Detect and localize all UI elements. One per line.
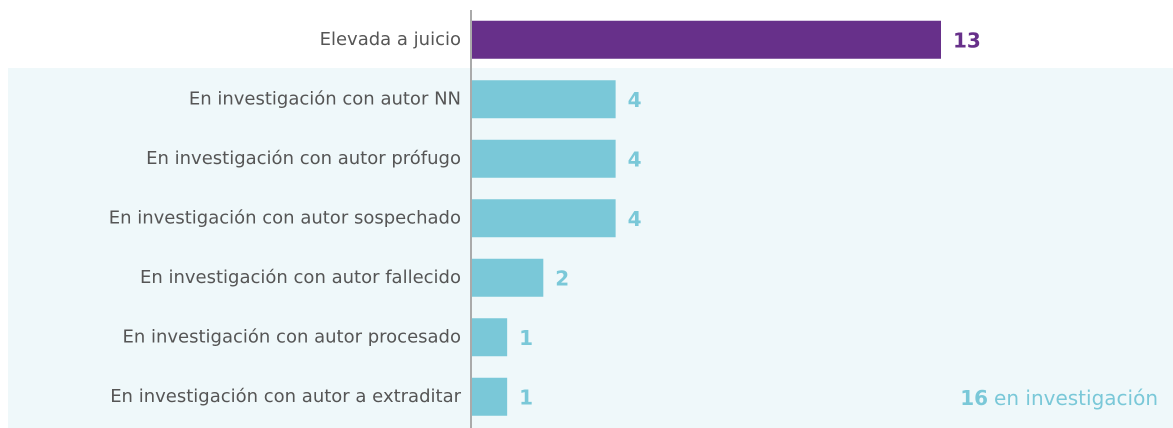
bar bbox=[471, 199, 616, 238]
category-label: En investigación con autor procesado bbox=[122, 326, 461, 347]
category-label: En investigación con autor fallecido bbox=[140, 267, 461, 288]
category-label: En investigación con autor a extraditar bbox=[110, 386, 461, 407]
annotation: 16 en investigación bbox=[960, 386, 1158, 410]
category-label: En investigación con autor prófugo bbox=[146, 148, 461, 169]
value-label: 13 bbox=[953, 28, 981, 52]
bar bbox=[471, 258, 544, 297]
value-label: 4 bbox=[628, 207, 642, 231]
category-label: Elevada a juicio bbox=[320, 29, 461, 50]
value-label: 1 bbox=[519, 326, 533, 350]
bar bbox=[471, 139, 616, 178]
bar bbox=[471, 377, 508, 416]
bar bbox=[471, 20, 941, 59]
category-label: En investigación con autor sospechado bbox=[109, 207, 461, 228]
bar bbox=[471, 318, 508, 357]
annotation-text: en investigación bbox=[994, 386, 1158, 410]
category-label: En investigación con autor NN bbox=[189, 88, 461, 109]
value-label: 4 bbox=[628, 88, 642, 112]
panel-background bbox=[8, 68, 1173, 428]
bar bbox=[471, 80, 616, 119]
value-label: 4 bbox=[628, 147, 642, 171]
value-label: 2 bbox=[555, 266, 569, 290]
value-label: 1 bbox=[519, 385, 533, 409]
annotation-value: 16 bbox=[960, 386, 988, 410]
